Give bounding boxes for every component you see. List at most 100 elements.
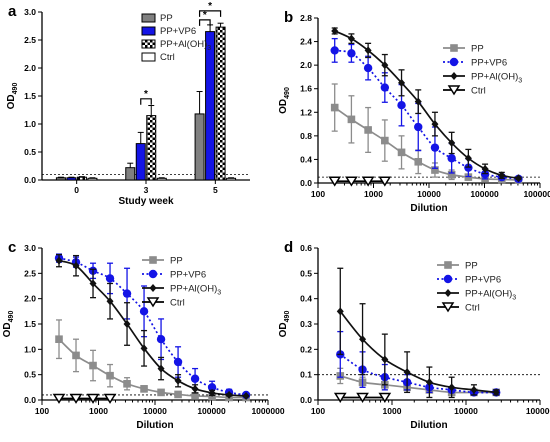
- legend-label: Ctrl: [465, 303, 480, 314]
- significance-bracket: [198, 19, 211, 26]
- data-point: [498, 171, 506, 180]
- data-point: [140, 344, 148, 353]
- legend-label: PP+Al(OH)3: [170, 284, 221, 297]
- y-tick-label: 0.2: [300, 344, 312, 354]
- legend-marker: [146, 297, 160, 308]
- data-point: [69, 393, 83, 404]
- data-point: [481, 164, 489, 173]
- x-tick-label: 1000: [89, 406, 108, 416]
- legend-label: PP+VP6: [465, 275, 501, 286]
- series-line: [58, 259, 247, 397]
- data-point: [356, 392, 369, 403]
- y-tick-label: 0.5: [300, 268, 312, 278]
- y-axis-label: OD490: [6, 83, 19, 110]
- bar-ctrl: [226, 177, 237, 181]
- y-axis-label: OD490: [278, 87, 291, 114]
- legend-marker: [441, 302, 455, 313]
- y-tick-label: 0.4: [300, 294, 312, 304]
- x-tick-label: 100: [35, 406, 49, 416]
- data-point: [336, 307, 344, 316]
- panel-label: d: [284, 239, 293, 256]
- data-point: [345, 176, 358, 187]
- series-vp6: [330, 37, 523, 184]
- data-point: [397, 101, 406, 110]
- data-point: [191, 392, 199, 400]
- y-tick-label: 0.5: [24, 370, 36, 380]
- y-tick-label: 0.1: [300, 370, 312, 380]
- data-point: [123, 320, 131, 328]
- y-tick-label: 0.8: [300, 131, 312, 141]
- y-tick-label: 2.4: [300, 37, 312, 47]
- x-tick-label: 5: [213, 185, 218, 195]
- legend-swatch: [141, 13, 156, 23]
- legend-label: PP+Al(OH)3: [160, 39, 211, 52]
- bar-pp-al-oh-3: [146, 115, 157, 181]
- y-tick-label: 3.0: [24, 7, 36, 17]
- data-point: [403, 368, 411, 377]
- series-line: [58, 257, 247, 396]
- data-point: [55, 256, 63, 265]
- panel-label: b: [284, 9, 293, 26]
- x-axis-label: Dilution: [410, 420, 447, 431]
- series-al: [336, 267, 500, 399]
- bar-ctrl: [156, 177, 167, 181]
- data-point: [431, 120, 439, 129]
- data-point: [447, 154, 456, 163]
- legend-label: Ctrl: [170, 298, 185, 309]
- panel-c: c 0.0 0.5 1.0 1.5 2.0 2.5 3.0 100 1000 10000 100000…: [2, 239, 285, 431]
- data-point: [331, 26, 339, 35]
- y-tick-label: 2.0: [24, 63, 36, 73]
- x-tick-label: 3: [144, 185, 149, 195]
- series-line: [334, 30, 519, 180]
- legend-marker: [447, 85, 461, 96]
- data-point: [431, 166, 439, 174]
- y-tick-label: 1.5: [24, 91, 36, 101]
- data-point: [330, 103, 339, 112]
- y-tick-label: 1.0: [24, 344, 36, 354]
- data-point: [364, 46, 372, 55]
- data-point: [173, 357, 183, 367]
- bar-pp: [194, 113, 205, 181]
- legend-marker: [443, 274, 453, 284]
- data-point: [347, 115, 356, 124]
- y-tick-label: 2.0: [24, 294, 36, 304]
- y-tick-label: 2.8: [300, 13, 312, 23]
- data-point: [361, 176, 375, 187]
- y-tick-label: 0.6: [300, 243, 312, 253]
- data-point: [52, 393, 66, 404]
- series-ctrl: [52, 393, 117, 404]
- legend-swatch: [141, 26, 156, 36]
- legend-label: PP: [170, 256, 183, 267]
- significance-star: *: [203, 10, 207, 21]
- y-tick-label: 1.0: [24, 119, 36, 129]
- x-axis-label: Dilution: [410, 203, 447, 214]
- data-point: [225, 390, 233, 399]
- legend-label: Ctrl: [471, 86, 486, 97]
- data-point: [347, 49, 356, 58]
- data-point: [123, 379, 131, 388]
- bar-pp-vp6: [205, 31, 216, 181]
- data-point: [447, 170, 456, 179]
- y-tick-label: 2.5: [24, 35, 36, 45]
- data-point: [106, 297, 114, 306]
- data-point: [72, 351, 80, 360]
- legend-label: PP+Al(OH)3: [465, 289, 516, 302]
- x-tick-label: 100: [311, 406, 325, 416]
- series-al: [55, 253, 250, 400]
- panel-label: a: [8, 3, 17, 20]
- data-point: [492, 388, 500, 397]
- data-point: [363, 63, 373, 73]
- data-point: [347, 34, 355, 43]
- data-point: [122, 289, 132, 298]
- y-axis-label: OD490: [278, 311, 291, 338]
- x-tick-label: 1000: [383, 406, 402, 416]
- data-point: [430, 143, 440, 152]
- data-point: [464, 154, 472, 163]
- data-point: [207, 383, 217, 392]
- legend-label: PP+Al(OH)3: [471, 72, 522, 85]
- data-point: [448, 138, 456, 147]
- data-point: [157, 364, 165, 373]
- data-point: [514, 174, 522, 183]
- y-tick-label: 3.0: [24, 243, 36, 253]
- data-point: [378, 392, 392, 403]
